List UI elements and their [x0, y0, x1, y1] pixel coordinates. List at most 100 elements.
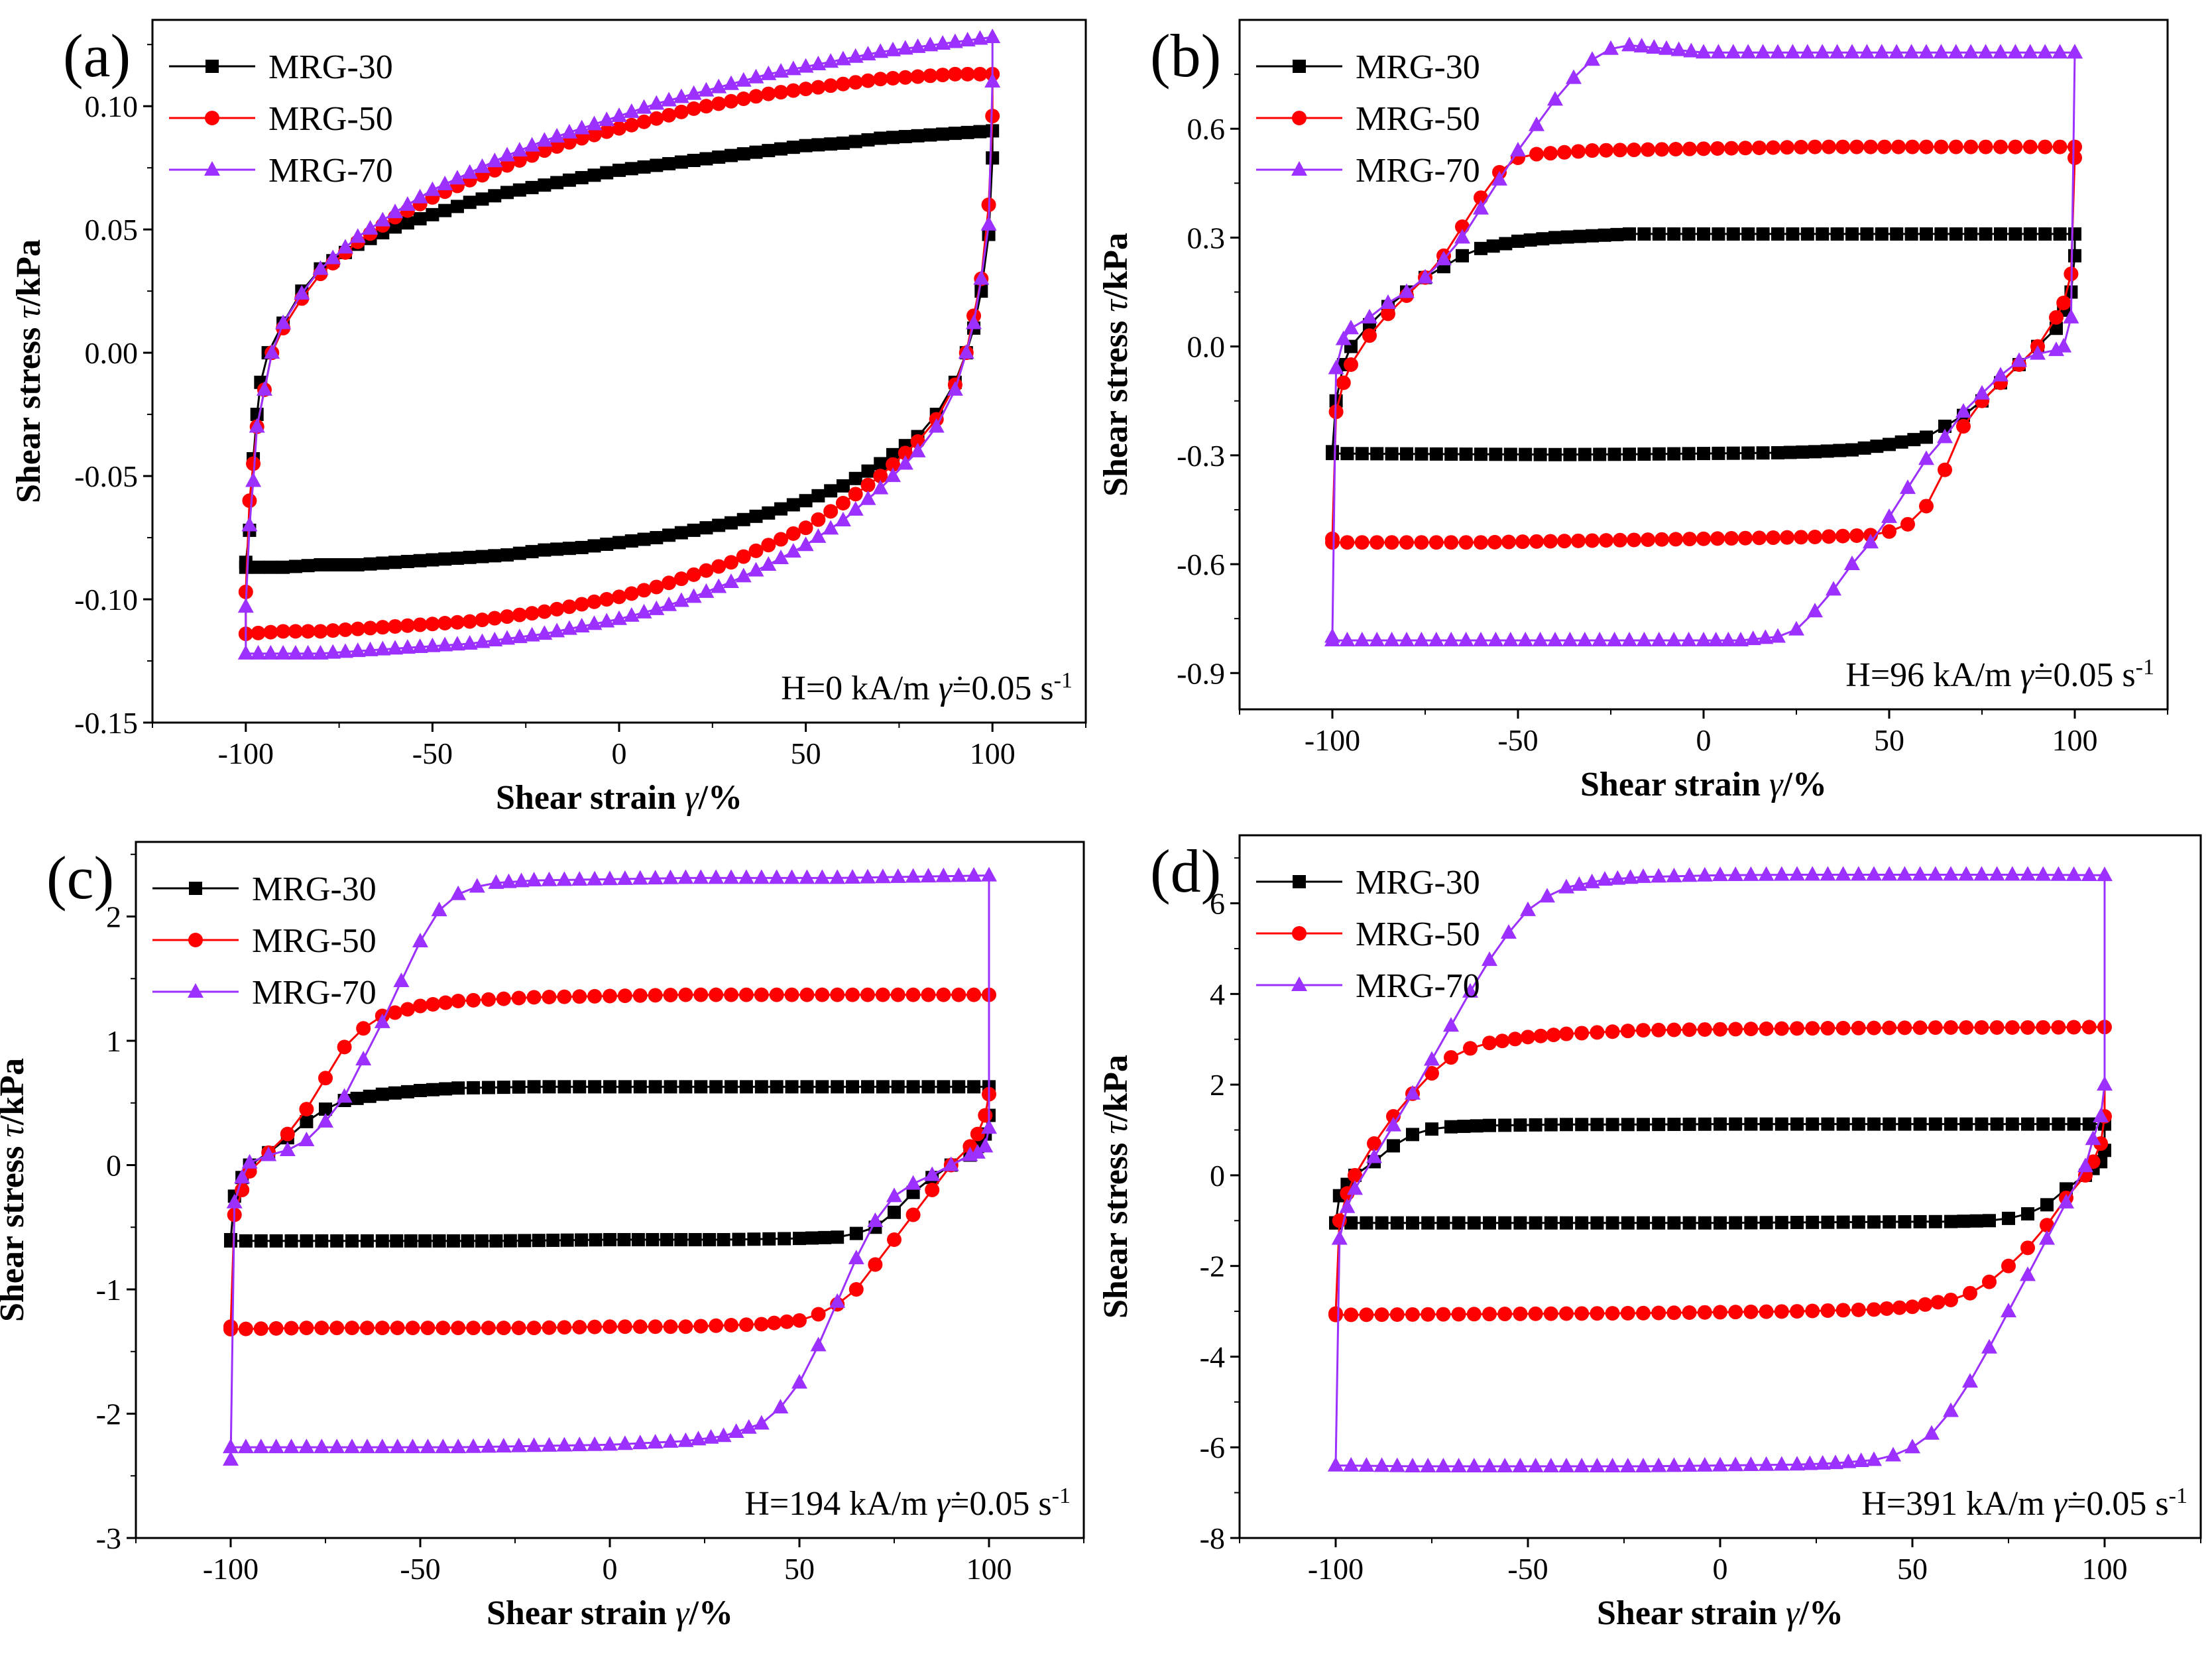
data-point-mrg-30: [413, 212, 427, 226]
y-tick-label: -4: [1200, 1340, 1225, 1374]
data-point-mrg-50: [748, 89, 764, 104]
data-point-mrg-50: [1389, 1307, 1405, 1322]
data-point-mrg-70: [2020, 1266, 2036, 1281]
data-point-mrg-70: [685, 85, 702, 100]
data-point-mrg-70: [1517, 632, 1534, 646]
data-point-mrg-50: [413, 998, 428, 1014]
data-point-mrg-70: [586, 115, 603, 131]
data-point-mrg-50: [1444, 1050, 1458, 1065]
data-point-mrg-70: [275, 314, 292, 329]
data-point-mrg-30: [1883, 1117, 1896, 1131]
data-point-mrg-30: [1652, 1118, 1666, 1132]
data-point-mrg-50: [1529, 534, 1544, 549]
data-point-mrg-70: [928, 418, 945, 433]
condition-annotation: H=0 kA/m γ̇=0.05 s-1: [781, 668, 1073, 708]
data-point-mrg-70: [1339, 632, 1356, 646]
data-point-mrg-70: [1784, 44, 1801, 59]
data-point-mrg-30: [375, 1087, 389, 1101]
data-point-mrg-50: [537, 143, 552, 158]
data-point-mrg-50: [1399, 535, 1414, 550]
data-point-mrg-30: [1712, 446, 1725, 460]
data-point-mrg-30: [1756, 446, 1770, 460]
data-point-mrg-50: [466, 1321, 481, 1336]
chart-panel-a: -100 -50 0 50 100 -0.15 -0.10 -0.05 0.00 0.05 0.10…: [10, 19, 1087, 817]
data-point-mrg-70: [241, 516, 258, 532]
data-point-mrg-50: [754, 1317, 769, 1332]
data-point-mrg-50: [1651, 1022, 1666, 1037]
x-tick-label: 100: [970, 737, 1016, 770]
data-point-mrg-50: [1444, 535, 1459, 550]
data-point-mrg-30: [345, 1234, 359, 1248]
data-point-mrg-70: [647, 1434, 664, 1448]
data-point-mrg-30: [762, 144, 776, 158]
data-point-mrg-30: [527, 1080, 541, 1094]
data-point-mrg-50: [512, 607, 527, 622]
data-point-mrg-70: [748, 68, 764, 84]
y-tick-label: -2: [1200, 1250, 1225, 1283]
data-point-mrg-30: [603, 1080, 616, 1094]
data-point-mrg-30: [315, 1234, 329, 1248]
data-point-mrg-50: [1682, 141, 1697, 156]
condition-rate-exponent: -1: [1054, 668, 1073, 693]
data-point-mrg-70: [1989, 866, 2005, 881]
data-point-mrg-50: [1905, 1299, 1920, 1315]
data-point-mrg-70: [799, 869, 815, 884]
data-point-mrg-70: [349, 642, 366, 658]
data-point-mrg-70: [1380, 294, 1396, 309]
data-point-mrg-30: [699, 521, 713, 535]
data-point-mrg-70: [1502, 632, 1519, 646]
y-tick-label: 0.6: [1187, 112, 1226, 146]
data-point-mrg-50: [723, 555, 738, 570]
data-point-mrg-30: [400, 216, 414, 230]
data-point-mrg-30: [786, 141, 800, 154]
data-point-mrg-50: [1521, 1030, 1535, 1045]
data-point-mrg-70: [1454, 229, 1470, 244]
data-point-mrg-50: [561, 135, 577, 150]
data-point-mrg-50: [1599, 533, 1613, 548]
data-point-mrg-30: [762, 506, 776, 520]
data-point-mrg-50: [1354, 535, 1369, 550]
data-point-mrg-50: [572, 989, 587, 1004]
data-point-mrg-30: [831, 1080, 844, 1094]
data-point-mrg-50: [511, 990, 526, 1006]
data-point-mrg-30: [861, 464, 875, 478]
data-point-mrg-30: [450, 552, 464, 565]
data-point-mrg-30: [326, 558, 340, 571]
data-point-mrg-70: [312, 644, 329, 660]
data-point-mrg-70: [1958, 866, 1975, 881]
data-point-mrg-70: [785, 543, 801, 558]
data-point-mrg-70: [2037, 44, 2054, 59]
data-point-mrg-70: [587, 870, 603, 886]
data-point-mrg-70: [1943, 1402, 1959, 1417]
data-point-mrg-70: [636, 99, 652, 114]
data-point-mrg-30: [475, 550, 489, 563]
data-point-mrg-30: [717, 1233, 730, 1246]
data-point-mrg-70: [623, 607, 640, 622]
data-point-mrg-50: [487, 611, 502, 626]
data-point-mrg-50: [242, 493, 257, 508]
data-point-mrg-30: [674, 526, 688, 540]
data-point-mrg-30: [679, 1080, 693, 1094]
data-point-mrg-50: [632, 1319, 648, 1334]
data-point-mrg-30: [1370, 447, 1384, 461]
x-tick-label: -50: [1507, 1552, 1548, 1586]
data-point-mrg-50: [449, 615, 465, 630]
data-point-mrg-30: [1714, 1216, 1727, 1230]
y-tick-label: 0: [106, 1149, 121, 1183]
data-point-mrg-50: [603, 988, 617, 1004]
data-point-mrg-70: [662, 869, 679, 884]
data-point-mrg-30: [1983, 1214, 1996, 1228]
data-point-mrg-70: [1758, 866, 1775, 881]
data-point-mrg-70: [1339, 1198, 1356, 1213]
data-point-mrg-70: [1758, 1456, 1775, 1471]
data-point-mrg-70: [1635, 868, 1651, 883]
data-point-mrg-70: [450, 1439, 467, 1454]
data-point-mrg-50: [438, 995, 453, 1010]
data-point-mrg-70: [1597, 871, 1613, 886]
data-point-mrg-50: [649, 111, 664, 126]
data-point-mrg-70: [424, 637, 441, 652]
data-point-mrg-30: [1833, 443, 1847, 457]
data-point-mrg-50: [1710, 141, 1725, 156]
x-axis-title-unit: /%: [1782, 766, 1827, 803]
data-point-mrg-50: [238, 1321, 253, 1336]
